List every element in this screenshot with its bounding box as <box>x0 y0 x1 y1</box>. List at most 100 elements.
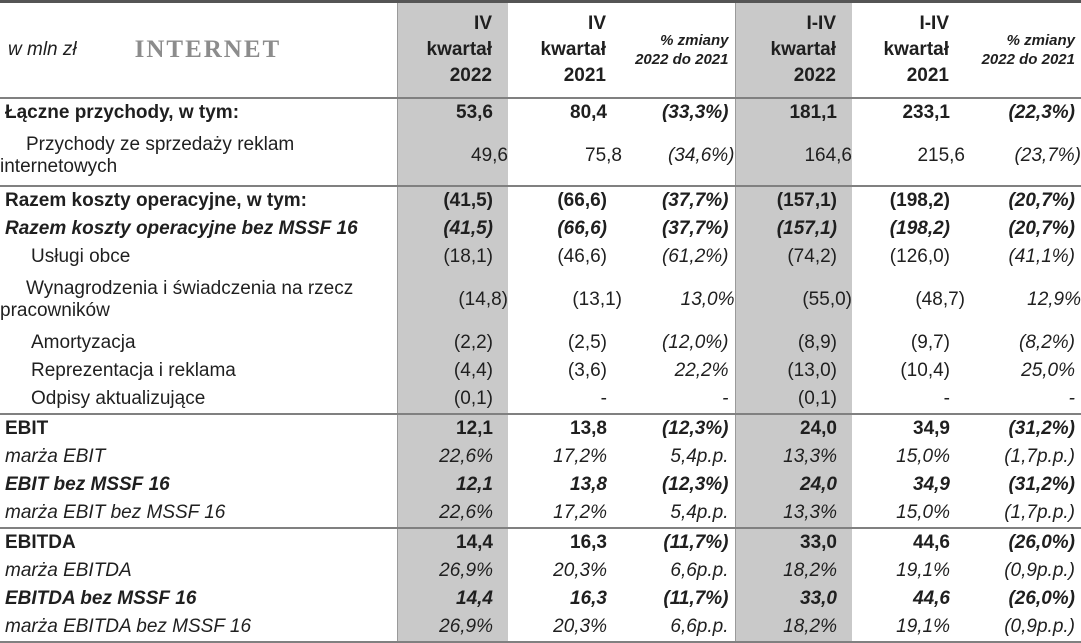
table-row: EBIT 12,1 13,8 (12,3%) 24,0 34,9 (31,2%) <box>0 412 1081 443</box>
value-cell: (126,0) <box>889 245 950 267</box>
value-cell: (10,4) <box>900 359 950 381</box>
value-cell: 15,0% <box>896 501 950 523</box>
value-cell: (66,6) <box>557 217 607 239</box>
value-cell: 13,3% <box>734 442 852 471</box>
unit-label: w mln zł <box>8 38 77 60</box>
value-cell: 49,6 <box>396 126 508 186</box>
table-row: Przychody ze sprzedaży reklam internetow… <box>0 126 1081 186</box>
change-value-cell: (31,2%) <box>965 412 1081 443</box>
table-row: Wynagrodzenia i świadczenia na rzecz pra… <box>0 270 1081 329</box>
table-row: EBITDA bez MSSF 16 14,4 16,3 (11,7%) 33,0 44,… <box>0 584 1081 613</box>
row-label: Razem koszty operacyjne, w tym: <box>0 184 397 215</box>
value-cell: 22,6% <box>396 498 508 528</box>
row-label: EBIT <box>0 412 397 443</box>
value-cell: 80,4 <box>570 101 607 123</box>
row-label: Usługi obce <box>31 245 131 267</box>
value-cell: 181,1 <box>734 97 852 127</box>
value-cell: (157,1) <box>734 184 852 215</box>
header-row: w mln zł INTERNET IV kwartał 2022 IV kwa… <box>0 1 1081 99</box>
change-value-cell: (0,9p.p.) <box>1004 615 1075 637</box>
value-cell: (157,1) <box>734 214 852 243</box>
value-cell: 13,3% <box>734 498 852 528</box>
value-cell: (2,2) <box>396 328 508 357</box>
value-cell: 164,6 <box>734 126 852 186</box>
change-value-cell: (0,9p.p.) <box>1004 559 1075 581</box>
value-cell: 19,1% <box>896 559 950 581</box>
change-value-cell: 5,4p.p. <box>670 501 729 523</box>
table-body: Łączne przychody, w tym: 53,6 80,4 (33,3%) 1… <box>0 97 1081 642</box>
col-header-fy-2021: I-IV kwartał 2021 <box>852 1 965 99</box>
table-row: marża EBIT bez MSSF 16 22,6% 17,2% 5,4p.p. 1… <box>0 498 1081 528</box>
change-value-cell: (37,7%) <box>622 184 735 215</box>
value-cell: - <box>600 387 607 409</box>
value-cell: (18,1) <box>396 242 508 271</box>
value-cell: 26,9% <box>396 556 508 585</box>
change-value-cell: (61,2%) <box>661 245 729 267</box>
value-cell: 17,2% <box>553 501 607 523</box>
row-label: Przychody ze sprzedaży reklam internetow… <box>0 133 295 177</box>
value-cell: (41,5) <box>396 184 508 215</box>
col-header-change-fy: % zmiany 2022 do 2021 <box>965 1 1081 99</box>
table-row: marża EBITDA 26,9% 20,3% 6,6p.p. 18,2% 19,1% (… <box>0 556 1081 585</box>
change-value-cell: (23,7%) <box>1014 144 1081 166</box>
value-cell: 44,6 <box>852 526 965 557</box>
value-cell: 233,1 <box>902 101 950 123</box>
value-cell: (9,7) <box>910 331 950 353</box>
segment-title: INTERNET <box>134 35 282 63</box>
table-row: EBIT bez MSSF 16 12,1 13,8 (12,3%) 24,0 34,9 (… <box>0 470 1081 499</box>
row-label: marża EBITDA bez MSSF 16 <box>5 615 252 637</box>
value-cell: 20,3% <box>553 559 607 581</box>
row-label: marża EBIT <box>5 445 106 467</box>
value-cell: (2,5) <box>567 331 607 353</box>
change-value-cell: 22,2% <box>674 359 729 381</box>
change-value-cell: (37,7%) <box>661 217 729 239</box>
value-cell: (13,1) <box>572 288 622 310</box>
value-cell: 34,9 <box>852 412 965 443</box>
change-value-cell: (33,3%) <box>661 101 729 123</box>
table-row: Razem koszty operacyjne, w tym: (41,5) (66… <box>0 184 1081 215</box>
table-row: Reprezentacja i reklama (4,4) (3,6) 22,2% (1… <box>0 356 1081 385</box>
table-row: Razem koszty operacyjne bez MSSF 16 (41,5… <box>0 214 1081 243</box>
change-value-cell: (26,0%) <box>965 526 1081 557</box>
change-value-cell: (12,3%) <box>661 473 729 495</box>
value-cell: 17,2% <box>553 445 607 467</box>
change-value-cell: (11,7%) <box>622 526 735 557</box>
value-cell: 33,0 <box>734 526 852 557</box>
value-cell: 16,3 <box>570 587 607 609</box>
value-cell: 12,1 <box>396 412 508 443</box>
value-cell: (4,4) <box>396 356 508 385</box>
table-row: Odpisy aktualizujące (0,1) - - (0,1) - - <box>0 384 1081 414</box>
table-row: EBITDA 14,4 16,3 (11,7%) 33,0 44,6 (26,0%) <box>0 526 1081 557</box>
table-row: Amortyzacja (2,2) (2,5) (12,0%) (8,9) (9,7) (8… <box>0 328 1081 357</box>
change-value-cell: (8,2%) <box>1019 331 1075 353</box>
change-value-cell: (1,7p.p.) <box>1004 501 1075 523</box>
value-cell: 53,6 <box>396 97 508 127</box>
row-label: Odpisy aktualizujące <box>31 387 206 409</box>
table-row: marża EBITDA bez MSSF 16 26,9% 20,3% 6,6p.p… <box>0 612 1081 642</box>
value-cell: (8,9) <box>734 328 852 357</box>
value-cell: (55,0) <box>734 270 852 329</box>
change-value-cell: (1,7p.p.) <box>1004 445 1075 467</box>
table-row: marża EBIT 22,6% 17,2% 5,4p.p. 13,3% 15,0% (1,… <box>0 442 1081 471</box>
row-label: Łączne przychody, w tym: <box>5 101 240 123</box>
change-value-cell: (22,3%) <box>1008 101 1075 123</box>
value-cell: 44,6 <box>913 587 950 609</box>
value-cell: (14,8) <box>396 270 508 329</box>
row-label: Razem koszty operacyjne bez MSSF 16 <box>5 217 358 239</box>
row-label: Amortyzacja <box>31 331 136 353</box>
value-cell: 26,9% <box>396 612 508 642</box>
change-value-cell: (34,6%) <box>667 144 735 166</box>
col-header-q4-2021: IV kwartał 2021 <box>508 1 622 99</box>
row-label: EBITDA bez MSSF 16 <box>5 587 197 609</box>
change-value-cell: 12,9% <box>1027 288 1081 310</box>
value-cell: (198,2) <box>852 184 965 215</box>
change-value-cell: (12,0%) <box>661 331 729 353</box>
value-cell: 12,1 <box>396 470 508 499</box>
value-cell: (0,1) <box>734 384 852 414</box>
value-cell: 18,2% <box>734 612 852 642</box>
table-row: Usługi obce (18,1) (46,6) (61,2%) (74,2) (126… <box>0 242 1081 271</box>
row-label: EBITDA <box>0 526 397 557</box>
value-cell: (13,0) <box>734 356 852 385</box>
change-value-cell: (20,7%) <box>1008 217 1075 239</box>
